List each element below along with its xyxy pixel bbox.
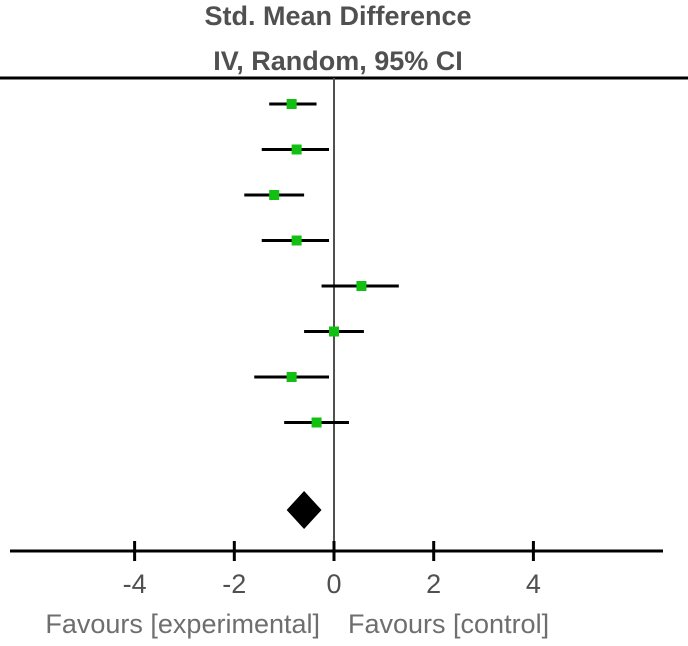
x-tick-label: -2 [222, 569, 246, 599]
study-point-estimate [311, 417, 322, 428]
study-point-estimate [269, 190, 280, 200]
x-tick-label: 2 [426, 569, 441, 599]
x-tick-label: -4 [123, 569, 147, 599]
x-tick-label: 0 [326, 569, 341, 599]
study-point-estimate [356, 281, 367, 291]
study-point-estimate [286, 99, 297, 109]
x-tick-label: 4 [526, 569, 541, 599]
study-point-estimate [291, 144, 302, 155]
chart-subtitle: IV, Random, 95% CI [213, 46, 463, 76]
study-point-estimate [291, 235, 302, 246]
favours-experimental-label: Favours [experimental] [45, 609, 320, 639]
favours-control-label: Favours [control] [348, 609, 549, 639]
chart-title: Std. Mean Difference [204, 1, 471, 31]
study-point-estimate [286, 372, 297, 382]
pooled-estimate-diamond [286, 491, 322, 529]
study-point-estimate [329, 326, 340, 337]
